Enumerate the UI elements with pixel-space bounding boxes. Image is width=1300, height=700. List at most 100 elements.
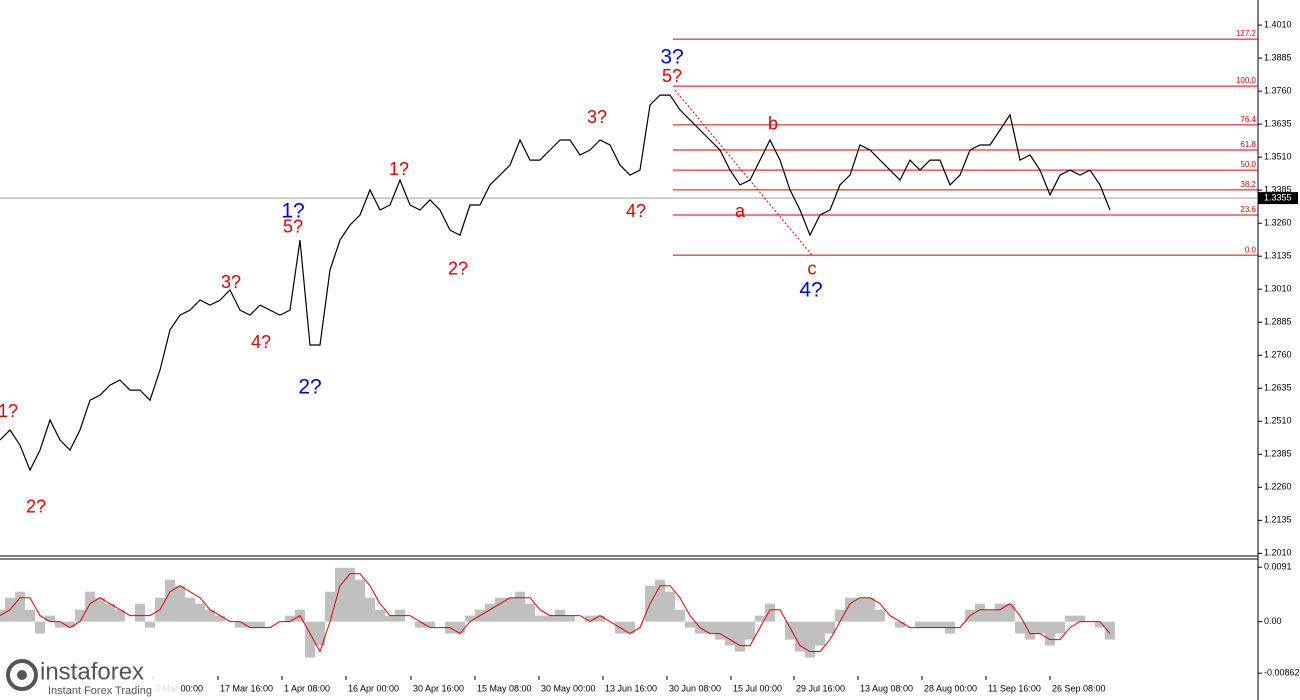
histogram-bar: [115, 609, 125, 622]
histogram-bar: [135, 603, 145, 622]
histogram-bar: [45, 615, 55, 622]
histogram-bar: [195, 603, 205, 622]
fib-label: 23.6: [1240, 205, 1256, 214]
x-tick-label: 28 Aug 00:00: [924, 683, 977, 693]
histogram-bar: [545, 615, 555, 622]
wave-label: 1?: [389, 159, 409, 179]
y-tick-label: 1.2635: [1264, 383, 1292, 393]
wave-label: 3?: [587, 107, 607, 127]
logo-tagline: Instant Forex Trading: [48, 685, 152, 697]
histogram-bar: [0, 609, 5, 622]
histogram-bar: [495, 597, 505, 622]
histogram-bar: [925, 621, 935, 628]
histogram-bar: [675, 609, 685, 622]
x-tick-label: 11 Sep 16:00: [988, 683, 1041, 693]
x-tick-label: 13 Aug 08:00: [860, 683, 913, 693]
x-tick-label: 15 May 08:00: [477, 683, 532, 693]
fib-label: 61.8: [1240, 140, 1256, 149]
histogram-bar: [815, 621, 825, 646]
histogram-bar: [95, 597, 105, 622]
y-tick-label: 1.2135: [1264, 515, 1292, 525]
y-tick-label: 1.2885: [1264, 317, 1292, 327]
histogram-bar: [895, 621, 905, 628]
y-tick-label: 1.3260: [1264, 218, 1292, 228]
histogram-bar: [915, 621, 925, 628]
histogram-bar: [845, 597, 855, 622]
osc-y-tick-label: 0.0091: [1264, 562, 1292, 572]
histogram-bar: [205, 609, 215, 622]
x-tick-label: 13 Jun 16:00: [605, 683, 657, 693]
histogram-bar: [585, 615, 595, 622]
x-tick-label: 30 May 00:00: [541, 683, 596, 693]
fib-label: 50.0: [1240, 160, 1256, 169]
histogram-bar: [245, 621, 255, 628]
y-tick-label: 1.3635: [1264, 119, 1292, 129]
wave-label: c: [808, 259, 817, 279]
y-tick-label: 1.2010: [1264, 548, 1292, 558]
histogram-bar: [165, 579, 175, 622]
y-tick-label: 1.2260: [1264, 482, 1292, 492]
x-tick-label: 26 Sep 08:00: [1052, 683, 1106, 693]
histogram-bar: [25, 609, 35, 622]
y-tick-label: 1.2510: [1264, 416, 1292, 426]
histogram-bar: [765, 603, 775, 622]
histogram-bar: [375, 609, 385, 622]
histogram-bar: [1045, 621, 1055, 646]
histogram-bar: [735, 621, 745, 652]
histogram-bar: [1105, 621, 1115, 640]
fib-label: 127.2: [1236, 29, 1257, 38]
histogram-bar: [855, 597, 865, 622]
price-line: [0, 94, 1111, 472]
histogram-bar: [215, 615, 225, 622]
histogram-bar: [1095, 621, 1105, 628]
histogram-bar: [595, 615, 605, 622]
histogram-bar: [485, 603, 495, 622]
histogram-bar: [255, 621, 265, 628]
histogram-bar: [685, 621, 695, 628]
histogram-bar: [1035, 621, 1045, 634]
wave-label: 2?: [298, 376, 321, 399]
histogram-bar: [65, 621, 75, 628]
histogram-bar: [365, 597, 375, 622]
logo: instaforex Instant Forex Trading: [0, 655, 180, 700]
histogram-bar: [335, 567, 345, 622]
histogram-bar: [1025, 621, 1035, 640]
histogram-bar: [285, 615, 295, 622]
osc-y-tick-label: -0.00862: [1264, 668, 1300, 678]
histogram-bar: [1015, 621, 1025, 634]
signal-line: [0, 573, 1111, 653]
histogram-bar: [515, 591, 525, 622]
wave-label: 4?: [251, 332, 271, 352]
histogram-bar: [835, 609, 845, 622]
histogram-bar: [55, 621, 65, 628]
histogram-bar: [355, 579, 365, 622]
histogram-bar: [625, 621, 635, 634]
wave-label: 2?: [448, 259, 468, 279]
histogram-bar: [105, 603, 115, 622]
histogram-bar: [235, 621, 245, 628]
histogram-bar: [175, 585, 185, 622]
histogram-bar: [1075, 615, 1085, 622]
histogram-bar: [315, 621, 325, 646]
histogram-bar: [465, 615, 475, 622]
x-tick-label: 16 Apr 00:00: [348, 683, 399, 693]
wave-label: 5?: [662, 66, 682, 86]
wave-label: 3?: [221, 272, 241, 292]
histogram-bar: [185, 597, 195, 622]
histogram-bar: [785, 621, 795, 640]
histogram-bar: [935, 621, 945, 628]
y-tick-label: 1.3010: [1264, 284, 1292, 294]
histogram-bar: [805, 621, 815, 658]
histogram-bar: [345, 567, 355, 622]
histogram-bar: [755, 615, 765, 622]
histogram-bar: [325, 591, 335, 622]
y-tick-label: 1.2385: [1264, 449, 1292, 459]
current-price-box: [1258, 192, 1298, 205]
histogram-bar: [665, 591, 675, 622]
histogram-bar: [975, 603, 985, 622]
y-tick-label: 1.2760: [1264, 350, 1292, 360]
histogram-bar: [385, 615, 395, 622]
histogram-bar: [145, 621, 155, 628]
